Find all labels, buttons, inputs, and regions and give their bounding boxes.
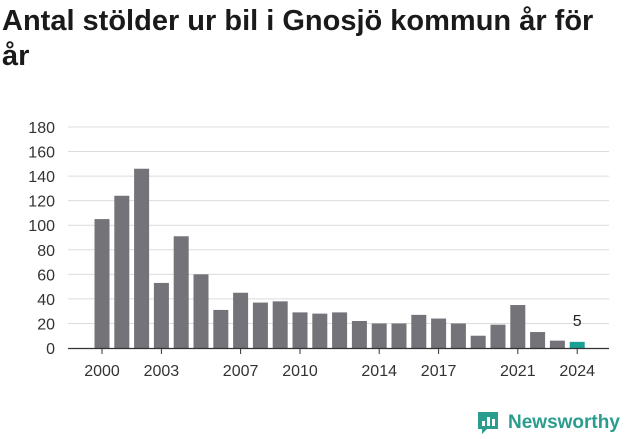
y-tick-label: 140 xyxy=(28,169,55,186)
y-tick-label: 20 xyxy=(37,316,55,333)
chart-title: Antal stölder ur bil i Gnosjö kommun år … xyxy=(2,5,594,72)
bar-2023 xyxy=(549,340,565,348)
x-tick-label: 2000 xyxy=(84,363,120,380)
bars xyxy=(94,168,585,348)
bar-2000 xyxy=(94,219,110,348)
x-tick-label: 2024 xyxy=(559,363,595,380)
y-axis-ticks: 0 20 40 60 80 100 120 140 160 180 xyxy=(28,120,55,358)
y-tick-label: 120 xyxy=(28,194,55,211)
bar-2002 xyxy=(134,168,150,348)
bar-2020 xyxy=(490,324,506,348)
x-tick-label: 2003 xyxy=(144,363,180,380)
x-tick-label: 2014 xyxy=(361,363,397,380)
bar-2013 xyxy=(351,320,367,348)
bar-2011 xyxy=(312,313,328,348)
x-tick-label: 2021 xyxy=(500,363,536,380)
data-labels: 5 xyxy=(573,313,582,330)
newsworthy-logo-text: Newsworthy xyxy=(508,412,620,433)
bar-2021 xyxy=(510,305,526,348)
bar-2024 xyxy=(569,341,585,348)
bar-2007 xyxy=(233,292,249,348)
y-tick-label: 0 xyxy=(46,341,55,358)
bar-2012 xyxy=(332,312,348,348)
bar-2022 xyxy=(530,332,546,348)
bar-2016 xyxy=(411,314,427,348)
y-tick-label: 80 xyxy=(37,243,55,260)
y-tick-label: 100 xyxy=(28,218,55,235)
bar-2010 xyxy=(292,312,308,348)
y-tick-label: 160 xyxy=(28,145,55,162)
data-label: 5 xyxy=(573,313,582,330)
y-tick-label: 40 xyxy=(37,292,55,309)
y-tick-label: 180 xyxy=(28,120,55,137)
bar-2004 xyxy=(173,236,189,348)
x-tick-label: 2010 xyxy=(282,363,318,380)
gridlines xyxy=(68,126,609,324)
bar-2009 xyxy=(272,301,288,348)
bar-2015 xyxy=(391,323,407,348)
bar-2001 xyxy=(114,195,130,348)
bar-2014 xyxy=(371,323,387,348)
y-tick-label: 60 xyxy=(37,267,55,284)
bar-2018 xyxy=(450,323,466,348)
newsworthy-logo-icon xyxy=(478,412,498,434)
bar-2017 xyxy=(431,318,447,348)
x-tick-label: 2007 xyxy=(223,363,259,380)
x-axis-ticks: 2000 2003 2007 2010 2014 2017 2021 2024 xyxy=(84,348,595,380)
bar-2019 xyxy=(470,335,486,348)
bar-2005 xyxy=(193,274,209,348)
bar-2003 xyxy=(153,282,169,348)
newsworthy-logo[interactable]: Newsworthy xyxy=(476,408,620,438)
bar-2008 xyxy=(252,302,268,348)
bar-2006 xyxy=(213,309,229,348)
x-tick-label: 2017 xyxy=(421,363,457,380)
